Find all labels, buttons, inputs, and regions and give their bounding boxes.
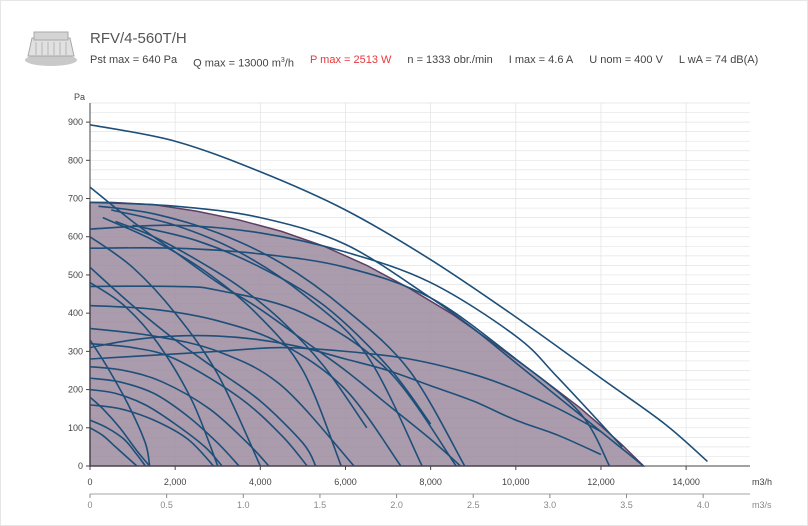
- series-line-0: [90, 123, 708, 463]
- series-line-22: [90, 346, 602, 433]
- series-line-11: [90, 388, 223, 466]
- y-tick-label: 500: [68, 270, 83, 280]
- spec-u-nom: U nom = 400 V: [589, 54, 663, 66]
- x-tick-label: 0: [87, 477, 92, 487]
- x2-tick-label: 2.5: [467, 500, 480, 510]
- x-tick-label: 4,000: [249, 477, 272, 487]
- series-line-13: [90, 339, 151, 466]
- series-line-10: [90, 377, 240, 466]
- series-line-17: [98, 205, 466, 466]
- series-line-5: [90, 304, 402, 466]
- y-tick-label: 700: [68, 194, 83, 204]
- series-line-2: [90, 246, 611, 466]
- spec-row: Pst max = 640 Pa Q max = 13000 m3/h P ma…: [90, 54, 759, 70]
- y-axis-label: Pa: [74, 92, 85, 102]
- y-tick-label: 300: [68, 346, 83, 356]
- series-line-9: [90, 365, 270, 466]
- series-line-23: [90, 224, 623, 448]
- series-line-26: [132, 224, 432, 425]
- series-group: [90, 123, 708, 466]
- spec-p-max: P max = 2513 W: [309, 54, 392, 66]
- y-tick-label: 0: [78, 461, 83, 471]
- y-tick-label: 100: [68, 423, 83, 433]
- series-line-21: [90, 281, 219, 466]
- x2-tick-label: 0.5: [160, 500, 173, 510]
- spec-q-max: Q max = 13000 m3/h: [193, 57, 294, 70]
- series-line-8: [90, 342, 308, 466]
- x2-axis-label: m3/s: [752, 500, 772, 510]
- x-tick-label: 2,000: [164, 477, 187, 487]
- series-line-24: [90, 334, 602, 456]
- spec-i-max: I max = 4.6 A: [508, 54, 574, 66]
- y-tick-label: 400: [68, 308, 83, 318]
- roof-fan-icon: [25, 31, 77, 66]
- spec-lwa: L wA = 74 dB(A): [678, 54, 759, 66]
- x2-tick-label: 1.0: [237, 500, 250, 510]
- spec-rpm: n = 1333 obr./min: [407, 54, 493, 66]
- series-line-7: [90, 266, 317, 466]
- series-line-15: [90, 419, 146, 466]
- y-tick-label: 600: [68, 232, 83, 242]
- series-line-20: [90, 236, 262, 466]
- x2-tick-label: 4.0: [697, 500, 710, 510]
- series-line-14: [90, 396, 151, 466]
- x2-tick-label: 2.0: [390, 500, 403, 510]
- x-tick-label: 14,000: [672, 477, 700, 487]
- x-tick-label: 12,000: [587, 477, 615, 487]
- x-tick-label: 8,000: [419, 477, 442, 487]
- series-line-25: [115, 220, 368, 429]
- x2-tick-label: 3.0: [544, 500, 557, 510]
- series-line-12: [90, 404, 215, 466]
- y-tick-label: 900: [68, 117, 83, 127]
- series-line-4: [90, 285, 457, 466]
- x2-tick-label: 0: [87, 500, 92, 510]
- spec-pst-max: Pst max = 640 Pa: [90, 54, 178, 66]
- series-line-19: [102, 216, 342, 466]
- x-axis-label: m3/h: [752, 477, 772, 487]
- series-line-16: [90, 427, 138, 466]
- x2-tick-label: 1.5: [314, 500, 327, 510]
- x-tick-label: 6,000: [334, 477, 357, 487]
- product-title: RFV/4-560T/H: [90, 30, 187, 47]
- x2-tick-label: 3.5: [620, 500, 633, 510]
- y-tick-label: 800: [68, 155, 83, 165]
- x-tick-label: 10,000: [502, 477, 530, 487]
- y-tick-label: 200: [68, 385, 83, 395]
